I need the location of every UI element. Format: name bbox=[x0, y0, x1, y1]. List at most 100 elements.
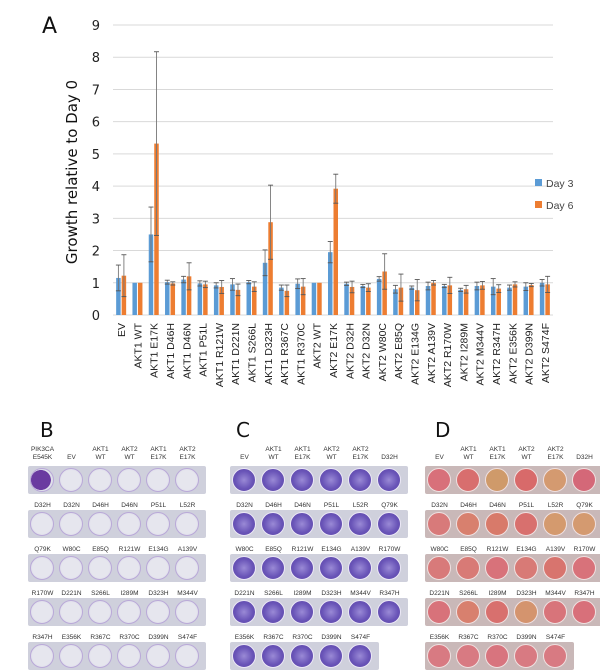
well-label: A139V bbox=[545, 546, 566, 553]
culture-well bbox=[377, 512, 401, 536]
bar-day-3 bbox=[360, 286, 366, 315]
well-label: D221N bbox=[429, 590, 450, 597]
x-tick-label: AKT2 R170W bbox=[442, 323, 454, 387]
x-tick-label: AKT2 WT bbox=[312, 322, 324, 368]
well-label: M344V bbox=[545, 590, 566, 597]
well-label: D46N bbox=[294, 502, 311, 509]
well-label: EV bbox=[240, 454, 249, 461]
culture-well bbox=[117, 556, 141, 580]
well-label: P51L bbox=[518, 502, 535, 509]
well-label: L52R bbox=[547, 502, 564, 509]
culture-well bbox=[319, 512, 343, 536]
bar-day-3 bbox=[181, 279, 186, 315]
culture-well bbox=[485, 644, 509, 668]
well-label: D32N bbox=[63, 502, 80, 509]
well-label: R347H bbox=[379, 590, 400, 597]
well-label: E356K bbox=[234, 634, 255, 641]
well-label: E85Q bbox=[92, 546, 109, 553]
well-strip bbox=[28, 554, 206, 582]
bar-day-6 bbox=[463, 289, 469, 315]
culture-well bbox=[146, 644, 170, 668]
bar-day-3 bbox=[311, 282, 317, 315]
well-label: E356K bbox=[61, 634, 82, 641]
x-tick-label: AKT2 D32H bbox=[344, 323, 356, 379]
bar-day-6 bbox=[496, 288, 501, 315]
bar-day-3 bbox=[523, 286, 529, 315]
culture-well bbox=[117, 512, 141, 536]
bar-day-3 bbox=[213, 285, 219, 315]
culture-well bbox=[232, 556, 256, 580]
well-label: R170W bbox=[31, 590, 54, 597]
well-strip bbox=[28, 466, 206, 494]
culture-well bbox=[514, 468, 538, 492]
well-label: D32H bbox=[576, 454, 593, 461]
x-tick-label: AKT2 E356K bbox=[507, 323, 519, 384]
bar-day-6 bbox=[512, 284, 518, 315]
x-tick-label: AKT2 D399N bbox=[524, 323, 536, 385]
x-tick-label: AKT1 D46H bbox=[165, 323, 177, 379]
y-tick-labels: 0 1 2 3 4 5 6 7 8 9 bbox=[92, 19, 100, 324]
culture-well bbox=[319, 600, 343, 624]
legend: Day 3 Day 6 bbox=[535, 178, 574, 212]
plate-row-labels: EV AKT1 WT AKT1 E17K AKT2 WT AKT2 E17K D32H bbox=[425, 446, 599, 462]
x-tick-label: AKT2 E85Q bbox=[393, 323, 405, 379]
culture-well bbox=[88, 600, 112, 624]
well-label: I289M bbox=[120, 590, 139, 597]
culture-well bbox=[377, 556, 401, 580]
culture-well bbox=[175, 600, 199, 624]
y-tick-label: 4 bbox=[92, 180, 100, 195]
growth-bar-chart: 0 1 2 3 4 5 6 7 8 9 EV AKT1 WT AKT1 E17K AKT1 D46H AK… bbox=[63, 19, 574, 387]
well-label: R121W bbox=[118, 546, 141, 553]
culture-well bbox=[543, 644, 567, 668]
x-tick-label: AKT1 D221N bbox=[230, 323, 242, 385]
well-label: D46N bbox=[121, 502, 138, 509]
well-label: D46H bbox=[265, 502, 282, 509]
x-tick-label: AKT1 WT bbox=[132, 322, 144, 368]
well-label: L52R bbox=[352, 502, 369, 509]
culture-well bbox=[261, 600, 285, 624]
culture-well bbox=[543, 512, 567, 536]
well-label: S474F bbox=[545, 634, 566, 641]
culture-well bbox=[427, 600, 451, 624]
x-tick-label: AKT1 P51L bbox=[198, 323, 210, 377]
bar-day-3 bbox=[490, 286, 496, 315]
well-label: S266L bbox=[264, 590, 283, 597]
well-label: R370C bbox=[119, 634, 140, 641]
bar-day-3 bbox=[344, 283, 349, 315]
well-strip bbox=[230, 466, 408, 494]
culture-well bbox=[59, 556, 83, 580]
well-label: S266L bbox=[91, 590, 110, 597]
well-label: AKT2 E17K bbox=[352, 446, 369, 461]
well-label: EV bbox=[67, 454, 76, 461]
panel-label-c: C bbox=[236, 418, 250, 442]
bar-day-3 bbox=[474, 286, 480, 315]
bar-day-3 bbox=[279, 287, 284, 315]
culture-well bbox=[146, 468, 170, 492]
well-label: R367C bbox=[458, 634, 479, 641]
bar-day-6 bbox=[252, 286, 257, 315]
culture-well bbox=[348, 644, 372, 668]
plate-row-labels: Q79K W80C E85Q R121W E134G A139V bbox=[28, 538, 202, 554]
gridlines bbox=[113, 24, 553, 316]
bar-day-3 bbox=[230, 284, 235, 315]
y-tick-label: 6 bbox=[92, 116, 100, 131]
well-label: E134G bbox=[516, 546, 537, 553]
culture-well bbox=[290, 468, 314, 492]
culture-well bbox=[88, 556, 112, 580]
culture-well bbox=[348, 600, 372, 624]
culture-well bbox=[572, 512, 596, 536]
well-label: R121W bbox=[291, 546, 314, 553]
x-tick-label: AKT2 S474F bbox=[540, 323, 552, 383]
culture-well bbox=[30, 644, 54, 668]
well-label: E356K bbox=[429, 634, 450, 641]
well-label: Q79K bbox=[381, 502, 398, 509]
well-strip bbox=[28, 510, 206, 538]
plate-row-labels: R170W D221N S266L I289M D323H M344V bbox=[28, 582, 202, 598]
well-label: R370C bbox=[292, 634, 313, 641]
culture-well bbox=[543, 556, 567, 580]
well-label: W80C bbox=[430, 546, 449, 553]
culture-well bbox=[572, 556, 596, 580]
y-tick-label: 3 bbox=[92, 212, 100, 227]
x-tick-label: AKT2 D32N bbox=[361, 323, 373, 379]
well-strip bbox=[230, 642, 379, 670]
